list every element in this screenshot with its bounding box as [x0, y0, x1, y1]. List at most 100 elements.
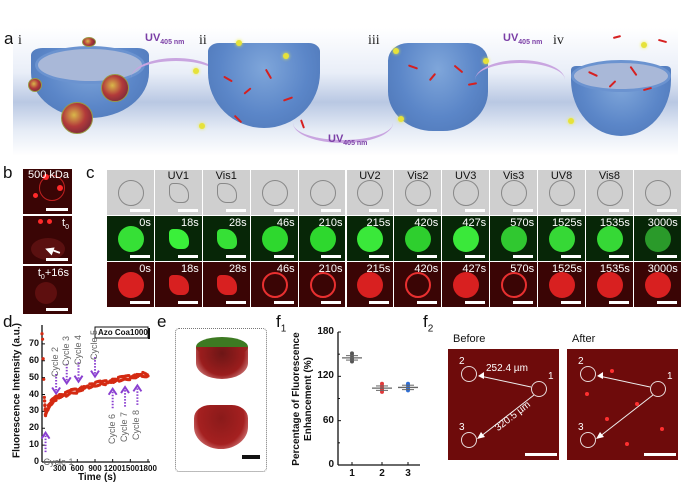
- azo-molecule: [193, 68, 199, 74]
- cycle-annotation: Cycle 3: [60, 336, 71, 367]
- green-vesicle: [596, 226, 623, 252]
- cycle-annotation: Cycle 2: [50, 346, 61, 377]
- scale-bar: [129, 209, 150, 212]
- cycle-annotation: Cycle 7: [119, 412, 130, 443]
- column-header: Vis3: [503, 170, 525, 182]
- scale-bar: [46, 258, 68, 261]
- vesicle-outline: [549, 180, 576, 206]
- timelapse-tile-red-fluorescence: 1525s: [538, 262, 585, 307]
- scale-bar: [608, 255, 629, 258]
- timelapse-tile-red-fluorescence: 28s: [202, 262, 250, 307]
- azo-molecule: [483, 58, 489, 64]
- time-label: 427s: [462, 217, 487, 229]
- scale-bar: [242, 455, 260, 459]
- time-label: 210s: [318, 217, 343, 229]
- time-label: 0s: [139, 263, 151, 275]
- time-label: 46s: [276, 263, 295, 275]
- timelapse-tile-green-fluorescence: 0s: [107, 216, 154, 261]
- scale-bar: [513, 301, 534, 304]
- red-vesicle: [357, 272, 384, 298]
- timelapse-tile-red-fluorescence: 3000s: [633, 262, 681, 307]
- column-header: Vis8: [598, 170, 621, 182]
- timelapse-tile-green-fluorescence: 28s: [202, 216, 250, 261]
- scale-bar: [608, 301, 629, 304]
- scale-bar: [465, 301, 486, 304]
- scale-bar: [465, 209, 486, 212]
- time-label: 570s: [510, 217, 535, 229]
- chart-d: Azo Coa1000 Time (s) Fluorescence Intens…: [0, 315, 160, 487]
- timelapse-tile-red-fluorescence: 0s: [107, 262, 154, 307]
- cycle-annotation: Cycle 4: [72, 334, 83, 365]
- timelapse-grid-c: 0s 0s UV1 18s 18s Vis1 28s 28s 46s 46s 210s 210s UV2…: [107, 170, 682, 310]
- marker-circle-2: [461, 366, 477, 382]
- scale-bar: [46, 308, 68, 311]
- legend-label: Azo Coa1000: [98, 328, 148, 337]
- x-tick-label: 300: [52, 464, 67, 473]
- red-vesicle: [117, 272, 144, 298]
- scale-bar: [644, 453, 676, 456]
- vesicle-faint: [35, 282, 57, 304]
- uv-label-2: UV405 nm: [328, 133, 368, 148]
- time-label: 3000s: [647, 263, 678, 275]
- time-label: 215s: [366, 217, 391, 229]
- y-tick-label: 20: [28, 422, 39, 433]
- timelapse-tile-brightfield: [250, 170, 298, 215]
- marker-circle-1: [650, 381, 666, 397]
- timelapse-tile-green-fluorescence: 46s: [250, 216, 298, 261]
- time-label: 18s: [181, 263, 199, 275]
- timelapse-tile-green-fluorescence: 427s: [442, 216, 490, 261]
- y-tick-label: 180: [317, 326, 334, 337]
- micrograph-after: 2 1 3: [567, 349, 678, 460]
- time-label: 1525s: [552, 217, 582, 229]
- time-label: 570s: [510, 263, 535, 275]
- peptide-strand: [612, 34, 622, 40]
- cycle-annotation: Cycle 8: [131, 410, 142, 441]
- stage-label-iv: iv: [553, 33, 564, 48]
- micrograph-b-2: ◀━ t0: [23, 216, 72, 264]
- red-vesicle: [216, 275, 237, 295]
- time-label: 420s: [414, 217, 439, 229]
- vesicle-outline: [39, 175, 65, 201]
- x-tick-label: 1: [349, 468, 355, 479]
- marker-label-2: 2: [459, 356, 465, 367]
- time-label: 1535s: [599, 217, 630, 229]
- tile-label: 500 kDa: [28, 169, 69, 181]
- green-vesicle: [357, 226, 384, 252]
- green-vesicle: [216, 229, 237, 249]
- red-vesicle: [644, 272, 671, 298]
- scale-bar: [225, 301, 246, 304]
- red-dot: [43, 174, 49, 180]
- y-tick-label: 70: [28, 337, 39, 348]
- scale-bar: [273, 209, 294, 212]
- bead-side: [101, 74, 129, 102]
- x-tick-label: 3: [405, 468, 411, 479]
- time-label: 420s: [414, 263, 439, 275]
- bead-small: [28, 78, 42, 92]
- vesicle-outline: [117, 180, 144, 206]
- bead-top: [82, 37, 96, 47]
- uv-label-3: UV405 nm: [503, 32, 543, 47]
- green-vesicle: [453, 226, 480, 252]
- scale-bar: [369, 209, 390, 212]
- azo-molecule: [283, 53, 289, 59]
- red-hemisphere-bottom: [194, 405, 248, 449]
- green-vesicle: [117, 226, 144, 252]
- y-tick-label: 40: [28, 388, 39, 399]
- timelapse-tile-red-fluorescence: 427s: [442, 262, 490, 307]
- x-tick-label: 1200: [103, 464, 122, 473]
- vesicle-outline: [309, 180, 336, 206]
- scale-bar: [177, 255, 198, 258]
- scale-bar: [321, 209, 342, 212]
- vesicle-outline: [453, 180, 480, 206]
- scale-bar: [177, 209, 198, 212]
- red-dot: [57, 185, 63, 191]
- marker-circle-1: [531, 381, 547, 397]
- azo-molecule: [398, 116, 404, 122]
- green-vesicle: [644, 226, 671, 252]
- stage-label-ii: ii: [199, 33, 207, 48]
- red-vesicle: [261, 272, 288, 298]
- vesicle-outline: [596, 180, 623, 206]
- scale-bar: [177, 301, 198, 304]
- vesicle-outline: [261, 180, 288, 206]
- timelapse-tile-green-fluorescence: 210s: [298, 216, 346, 261]
